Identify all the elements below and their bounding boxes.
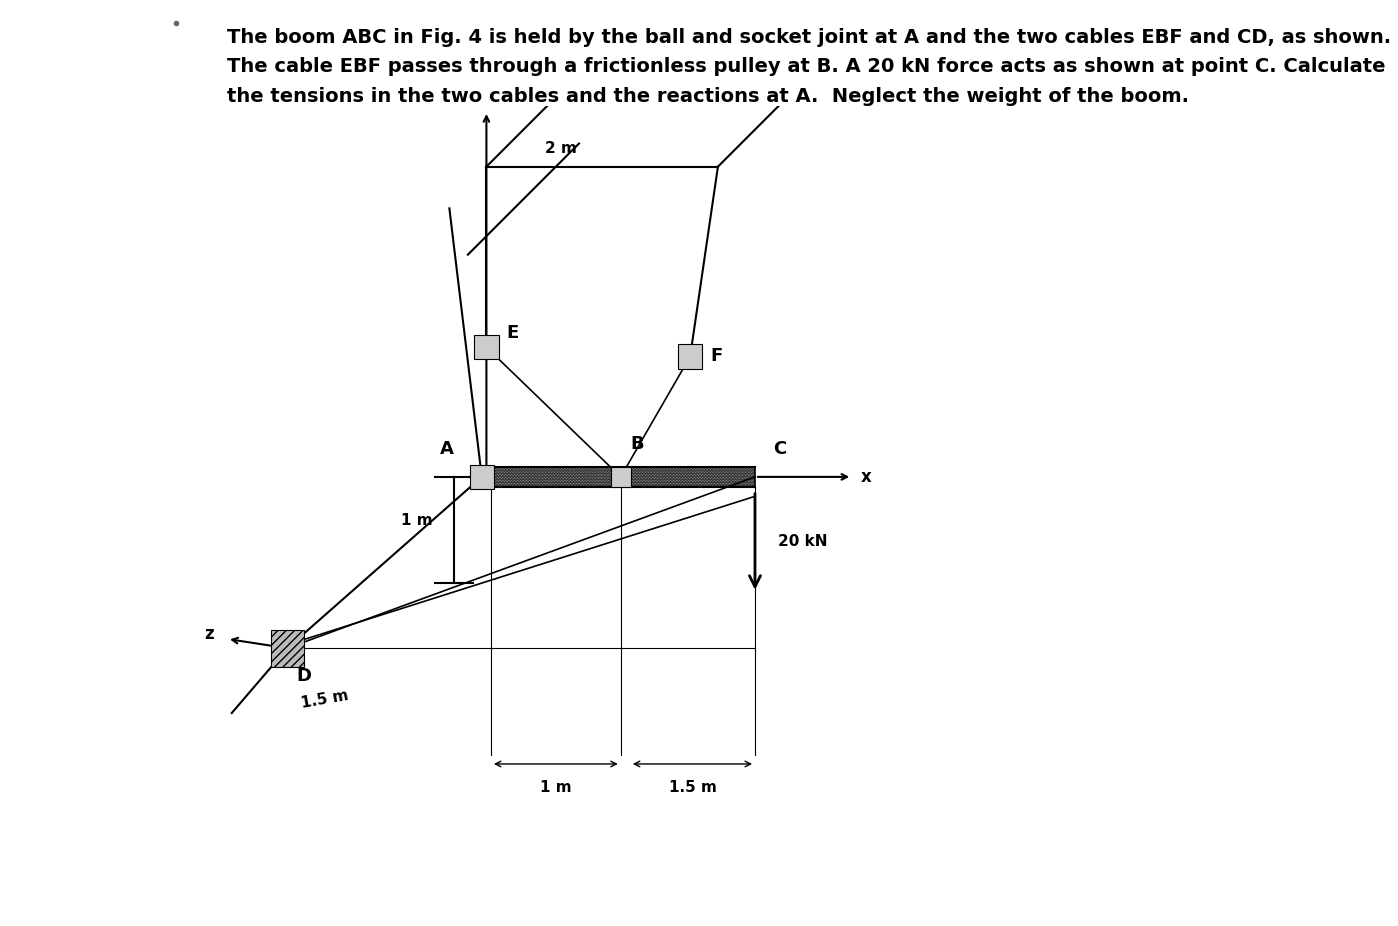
Polygon shape [470,465,493,489]
Text: 1 m: 1 m [540,780,572,795]
Text: y: y [477,83,488,101]
Text: 2 m: 2 m [545,141,576,156]
Text: 1 m: 1 m [401,513,433,529]
Text: 1.5 m: 1.5 m [299,688,350,710]
Text: The boom ABC in Fig. 4 is held by the ball and socket joint at A and the two cab: The boom ABC in Fig. 4 is held by the ba… [226,28,1391,106]
Text: B: B [630,435,643,453]
Text: A: A [440,440,454,457]
Polygon shape [474,335,499,359]
Polygon shape [678,344,702,369]
Text: C: C [773,440,787,457]
Text: x: x [861,468,871,486]
Text: E: E [507,324,519,342]
FancyBboxPatch shape [482,467,755,487]
Polygon shape [271,630,303,667]
Text: F: F [710,347,723,365]
Text: z: z [204,625,214,644]
Text: 20 kN: 20 kN [779,534,828,549]
Polygon shape [611,467,630,487]
Text: D: D [296,667,312,684]
Text: 1.5 m: 1.5 m [668,780,716,795]
